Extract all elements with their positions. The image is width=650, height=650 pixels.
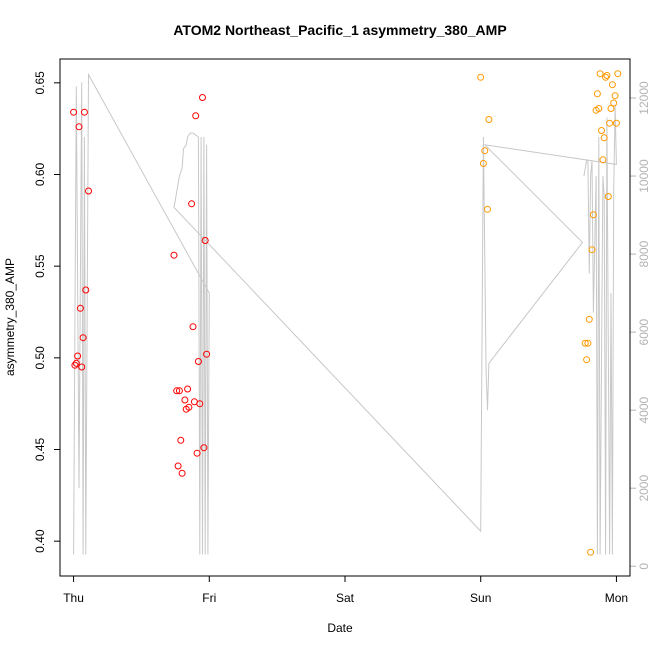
y2-tick-label: 12000 <box>637 81 650 115</box>
data-point <box>602 73 610 81</box>
data-point <box>600 134 608 142</box>
data-point <box>203 350 211 358</box>
data-point <box>481 147 489 155</box>
y-axis-left: 0.40 0.45 0.50 0.55 0.60 0.65 <box>33 71 60 553</box>
data-point <box>173 387 181 395</box>
x-tick-label: Thu <box>63 591 84 605</box>
x-tick-label: Sun <box>470 591 491 605</box>
data-point <box>585 315 593 323</box>
x-tick-label: Fri <box>202 591 216 605</box>
data-point <box>587 548 595 556</box>
data-point <box>174 462 182 470</box>
data-point <box>79 334 87 342</box>
y2-tick-label: 10000 <box>637 159 650 193</box>
data-point <box>596 70 604 78</box>
y-tick-label: 0.45 <box>33 437 47 461</box>
y2-tick-label: 0 <box>637 563 650 570</box>
data-point <box>78 363 86 371</box>
y-tick-label: 0.55 <box>33 254 47 278</box>
data-point <box>85 187 92 195</box>
data-point <box>612 119 620 127</box>
data-point <box>610 99 618 107</box>
data-point <box>479 160 487 167</box>
data-point <box>196 400 204 408</box>
y-tick-label: 0.40 <box>33 529 47 553</box>
data-point <box>192 112 200 120</box>
data-point <box>189 323 197 331</box>
data-point <box>184 385 192 393</box>
data-point <box>194 358 202 365</box>
data-point <box>193 449 201 457</box>
plot-frame <box>59 58 631 577</box>
data-point <box>583 356 591 364</box>
series-line <box>73 72 617 555</box>
y-axis-label: asymmetry_380_AMP <box>3 258 17 376</box>
data-point <box>188 200 196 208</box>
data-point <box>201 237 209 244</box>
data-point <box>181 396 189 404</box>
y2-tick-label: 4000 <box>637 396 650 423</box>
data-point <box>178 469 186 477</box>
data-point <box>606 119 614 127</box>
data-point <box>614 70 622 78</box>
data-point <box>199 94 206 101</box>
data-point <box>595 105 603 112</box>
chart-title: ATOM2 Northeast_Pacific_1 asymmetry_380_… <box>173 22 506 38</box>
y2-tick-label: 2000 <box>637 475 650 502</box>
y-tick-label: 0.65 <box>33 71 47 95</box>
data-point <box>76 304 84 312</box>
data-point <box>71 361 79 369</box>
data-point <box>589 211 597 219</box>
data-point <box>175 387 183 395</box>
data-point <box>581 339 589 347</box>
data-point <box>485 116 493 123</box>
data-point <box>185 403 193 411</box>
data-point <box>603 72 611 79</box>
data-point <box>607 105 615 112</box>
data-point <box>70 108 78 116</box>
data-point <box>477 73 485 81</box>
data-point <box>588 246 596 254</box>
data-point <box>80 108 88 116</box>
data-point <box>608 81 616 89</box>
x-tick-label: Mon <box>605 591 628 605</box>
y-tick-label: 0.50 <box>33 346 47 370</box>
point-series-group <box>70 70 622 556</box>
y2-tick-label: 8000 <box>637 240 650 267</box>
data-point <box>599 156 607 164</box>
data-point <box>611 92 619 100</box>
data-point <box>584 339 592 347</box>
y-axis-right: 0 2000 4000 6000 8000 10000 12000 <box>630 81 650 570</box>
data-point <box>74 352 82 360</box>
data-point <box>170 251 178 259</box>
y2-tick-label: 6000 <box>637 318 650 345</box>
data-point <box>484 205 491 213</box>
y-tick-label: 0.60 <box>33 162 47 186</box>
x-tick-label: Sat <box>336 591 355 605</box>
data-point <box>75 123 83 131</box>
data-point <box>82 286 90 294</box>
data-point <box>593 90 601 98</box>
x-axis-label: Date <box>327 621 353 635</box>
data-point <box>604 193 612 200</box>
line-series-group <box>73 72 617 555</box>
data-point <box>72 359 80 367</box>
data-point <box>177 436 185 444</box>
data-point <box>598 127 605 134</box>
x-axis: Thu Fri Sat Sun Mon <box>63 576 628 605</box>
data-point <box>200 444 208 452</box>
